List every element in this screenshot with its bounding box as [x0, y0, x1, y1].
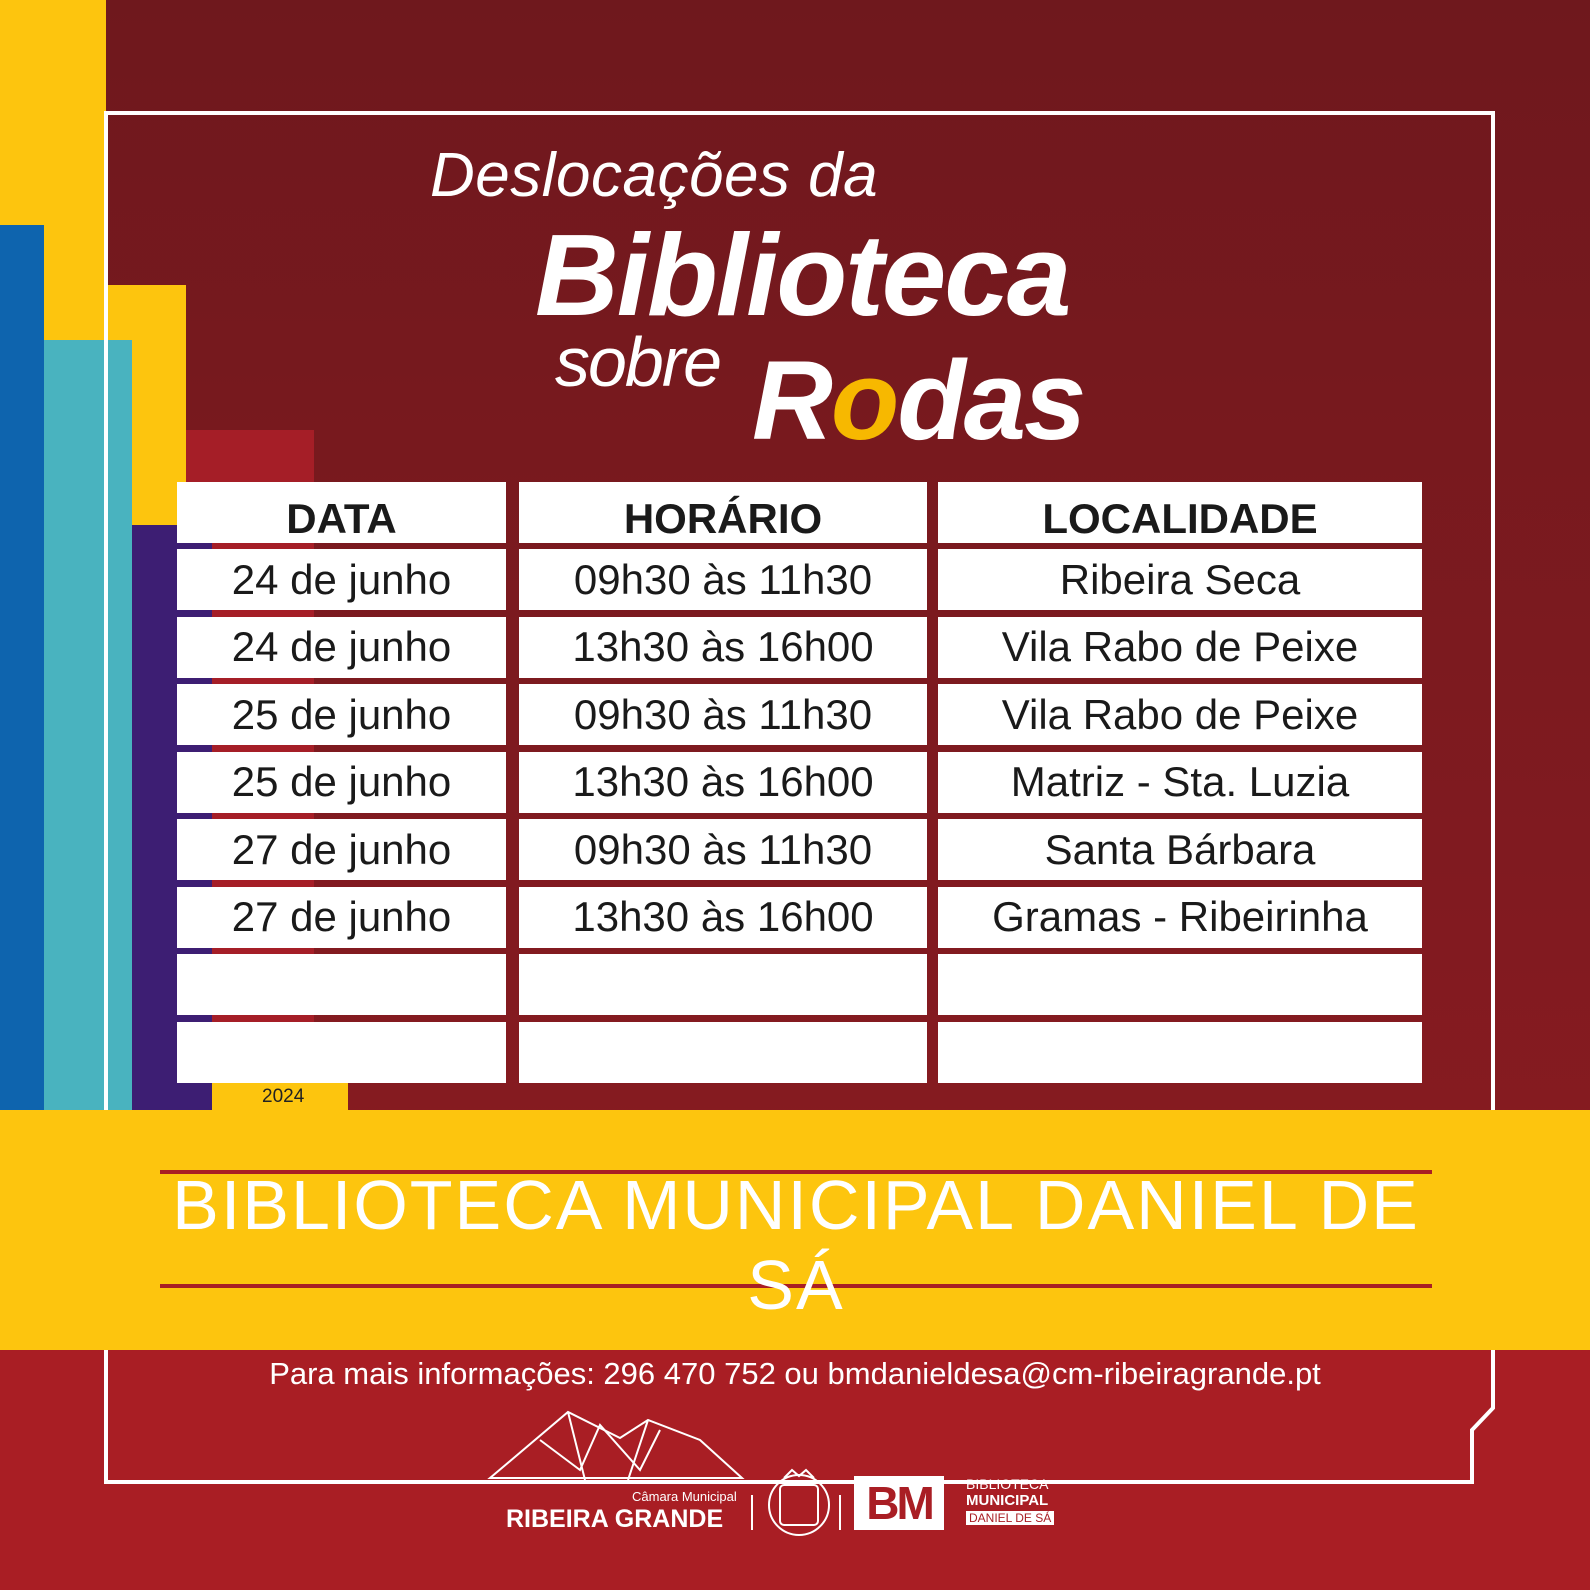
contact-info: Para mais informações: 296 470 752 ou bm… — [269, 1356, 1321, 1391]
cell-localidade: Santa Bárbara — [938, 819, 1422, 880]
year-label: 2024 — [262, 1086, 305, 1107]
cell-horario — [519, 954, 927, 1015]
cell-data: 24 de junho — [177, 549, 506, 610]
cell-horario: 09h30 às 11h30 — [519, 549, 927, 610]
cell-data: 27 de junho — [177, 819, 506, 880]
title-sobre: sobre — [555, 323, 722, 401]
municipal-crest-icon — [768, 1468, 830, 1536]
yellow-footer-band — [0, 1110, 1590, 1350]
ribeira-grande-label: RIBEIRA GRANDE — [506, 1505, 724, 1533]
cell-horario: 09h30 às 11h30 — [519, 684, 927, 745]
cell-data — [177, 954, 506, 1015]
camara-municipal-label: Câmara Municipal — [632, 1489, 737, 1504]
title-rodas-wheel: o — [830, 338, 899, 463]
title-deslocacoes: Deslocações da — [430, 141, 879, 210]
cell-horario: 13h30 às 16h00 — [519, 886, 927, 948]
bm-logo-icon: BM — [854, 1476, 944, 1530]
cell-data: 27 de junho — [177, 886, 506, 948]
bm-line3: DANIEL DE SÁ — [966, 1511, 1055, 1525]
cell-data: 24 de junho — [177, 616, 506, 678]
bm-line2: MUNICIPAL — [966, 1492, 1049, 1509]
header-horario: HORÁRIO — [519, 482, 927, 543]
cell-horario: 13h30 às 16h00 — [519, 616, 927, 678]
cell-localidade: Matriz - Sta. Luzia — [938, 751, 1422, 813]
title-rodas: Rodas — [752, 336, 1086, 465]
cell-data: 25 de junho — [177, 684, 506, 745]
cell-horario: 13h30 às 16h00 — [519, 751, 927, 813]
cell-horario: 09h30 às 11h30 — [519, 819, 927, 880]
cell-localidade: Gramas - Ribeirinha — [938, 886, 1422, 948]
library-name-banner: BIBLIOTECA MUNICIPAL DANIEL DE SÁ — [172, 1166, 1420, 1324]
white-frame-bottom — [104, 1350, 1495, 1484]
bm-line1: BIBLIOTECA — [966, 1476, 1049, 1492]
blue-book-spine — [0, 225, 44, 1120]
cell-data: 25 de junho — [177, 751, 506, 813]
title-biblioteca: Biblioteca — [535, 210, 1071, 340]
cell-localidade: Ribeira Seca — [938, 549, 1422, 610]
cell-horario — [519, 1021, 927, 1083]
cell-localidade — [938, 1021, 1422, 1083]
header-data: DATA — [177, 482, 506, 543]
cell-localidade: Vila Rabo de Peixe — [938, 684, 1422, 745]
cell-localidade — [938, 954, 1422, 1015]
white-frame-top — [104, 111, 1495, 1110]
cell-localidade: Vila Rabo de Peixe — [938, 616, 1422, 678]
cell-data — [177, 1021, 506, 1083]
header-localidade: LOCALIDADE — [938, 482, 1422, 543]
red-bottom-band — [0, 1340, 1590, 1590]
teal-book-spine — [44, 340, 132, 1120]
title-rodas-r: R — [752, 338, 833, 463]
title-rodas-rest: das — [897, 338, 1086, 463]
origami-mountain-icon — [487, 1410, 745, 1481]
